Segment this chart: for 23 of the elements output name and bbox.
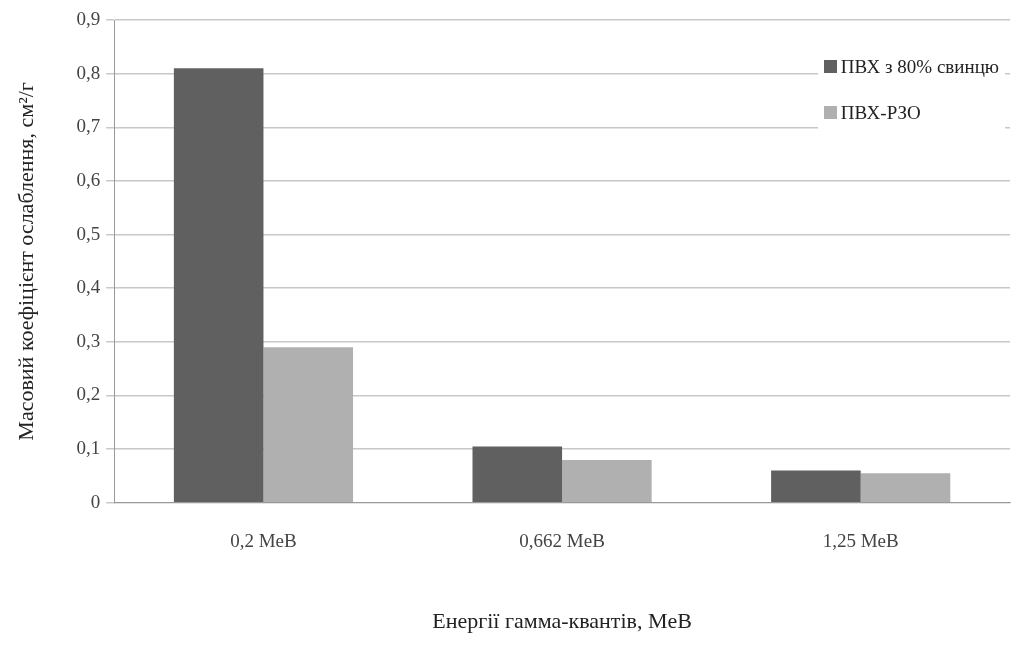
x-tick-label: 0,2 MeB (230, 530, 297, 552)
bar (173, 68, 264, 503)
y-tick-label: 0,2 (76, 383, 101, 405)
y-tick-label: 0 (90, 490, 101, 512)
bar (562, 459, 652, 503)
y-tick-label: 0,8 (76, 61, 101, 83)
y-tick-label: 0,1 (76, 437, 101, 459)
bar (263, 347, 354, 503)
x-tick-label: 1,25 MeB (822, 530, 899, 552)
legend-label: ПВХ-РЗО (839, 101, 922, 125)
bar (771, 470, 861, 503)
bar (860, 473, 951, 503)
y-tick-label: 0,3 (76, 329, 101, 351)
y-tick-label: 0,6 (76, 168, 101, 190)
y-tick-label: 0,9 (76, 7, 101, 29)
x-axis-title: Енергії гамма-квантів, MeB (432, 607, 692, 633)
y-tick-label: 0,5 (76, 222, 101, 244)
bar (472, 446, 563, 503)
legend-label: ПВХ з 80% свинцю (839, 55, 999, 79)
y-axis-title: Масовий коефіцієнт ослаблення, см²/г (12, 82, 38, 441)
y-tick-label: 0,4 (76, 276, 101, 298)
y-tick-label: 0,7 (76, 115, 101, 137)
x-tick-label: 0,662 MeB (519, 530, 605, 552)
